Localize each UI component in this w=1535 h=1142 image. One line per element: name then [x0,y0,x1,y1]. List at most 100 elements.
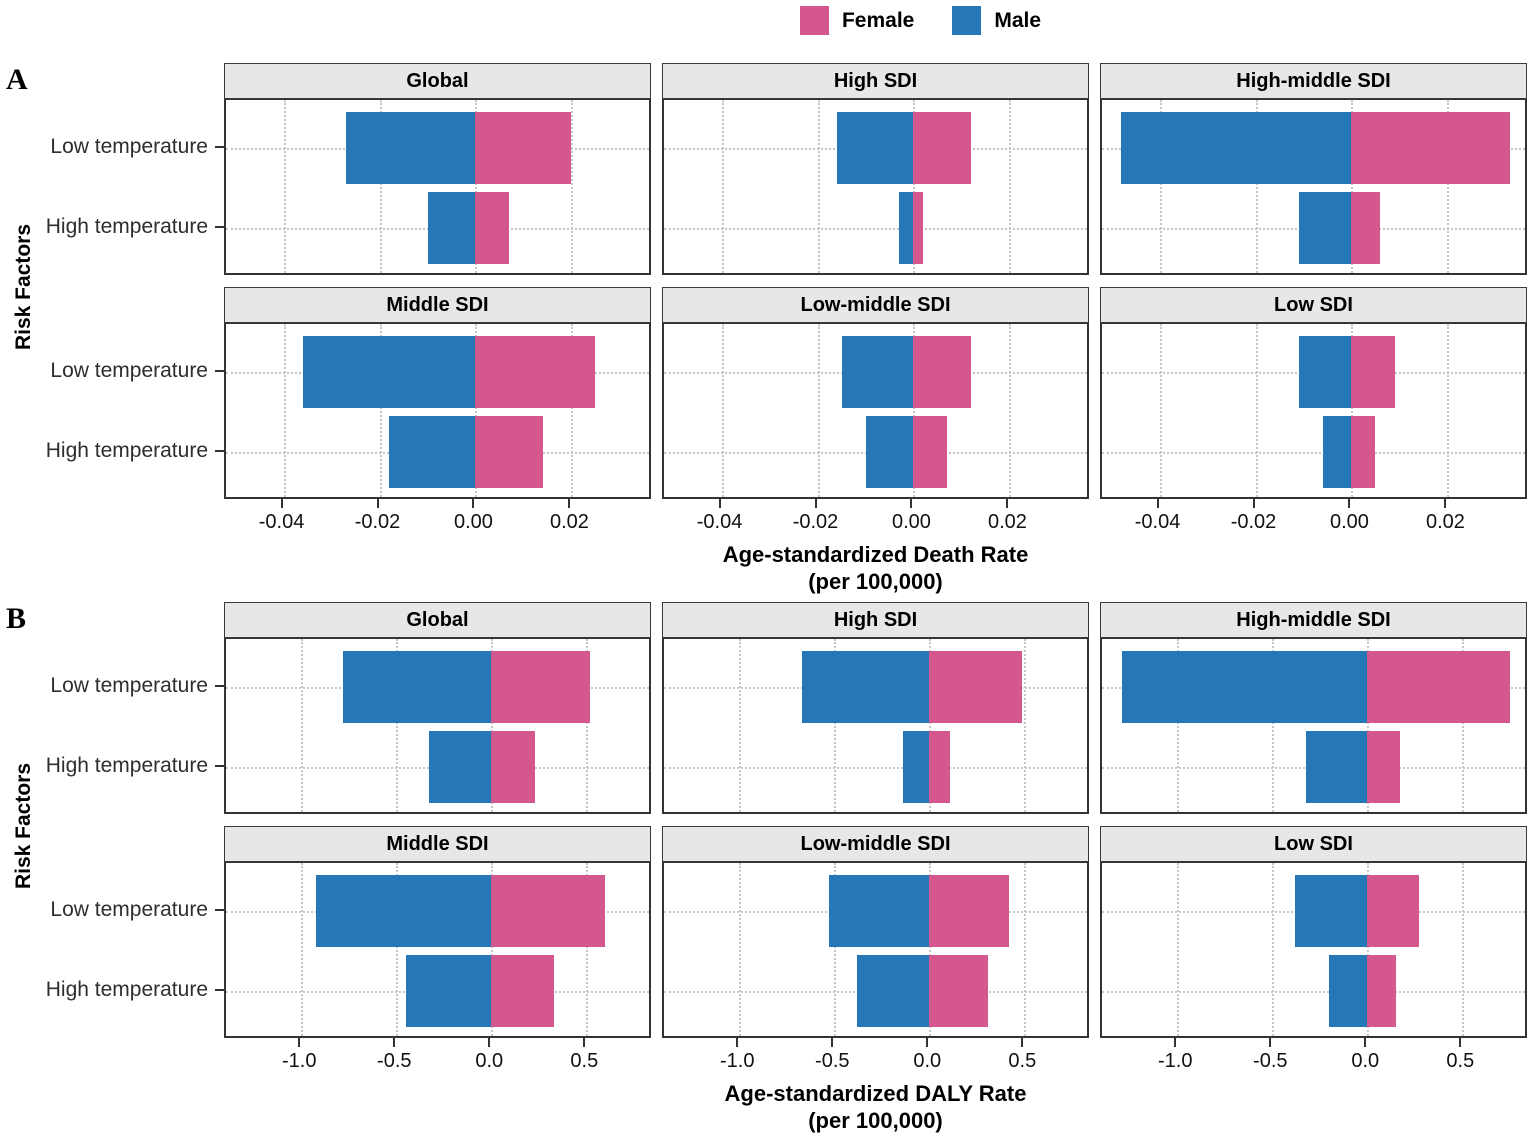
vertical-gridline [491,863,494,1036]
category-label: Low temperature [50,673,208,697]
bar-male-low-temperature [801,650,930,723]
vertical-gridline [929,863,932,1036]
category-tick-mark [215,908,224,911]
x-axis-tick-mark [1156,499,1159,508]
vertical-gridline [283,324,286,497]
facet: High SDI [662,602,1089,814]
bar-female-high-temperature [1367,955,1396,1028]
vertical-gridline [1159,324,1162,497]
x-axis-title: Age-standardized Death Rate (per 100,000) [224,541,1527,595]
category-label: Low temperature [50,897,208,921]
x-axis-tick-label: -1.0 [1158,1050,1193,1072]
vertical-gridline [1009,100,1012,273]
bar-male-low-temperature [1298,335,1352,408]
x-axis-tick-mark [472,499,475,508]
category-tick-mark [215,450,224,453]
horizontal-gridline [664,228,1087,231]
horizontal-gridline [1102,452,1525,455]
bar-male-high-temperature [899,192,914,265]
vertical-gridline [1177,639,1180,812]
bar-female-high-temperature [475,416,543,489]
vertical-gridline [1462,863,1465,1036]
category-tick-mark [215,145,224,148]
x-axis-tick-mark [1006,499,1009,508]
x-axis-ticks: -1.0 -0.5 0.0 0.5 [662,1038,1089,1078]
bar-male-high-temperature [865,416,914,489]
panel-b-content: Low temperature High temperature Global Hig… [0,602,1535,1142]
x-axis-tick-mark [1444,499,1447,508]
facet-title: Low SDI [1274,293,1353,316]
vertical-gridline [586,639,589,812]
x-axis-tick-mark [1459,1038,1462,1047]
panel-b-letter: B [6,602,27,635]
facet-title: High SDI [833,69,918,92]
vertical-gridline [834,863,837,1036]
vertical-gridline [739,639,742,812]
x-axis-tick-mark [280,499,283,508]
bar-male-high-temperature [1329,955,1368,1028]
bar-female-high-temperature [1351,192,1381,265]
vertical-gridline [379,100,382,273]
x-axis-ticks: -1.0 -0.5 0.0 0.5 [224,1038,651,1078]
facet: High SDI [662,63,1089,275]
facet-plot [662,862,1089,1038]
bar-female-low-temperature [475,335,596,408]
vertical-gridline [913,100,916,273]
facet: High-middle SDI [1100,602,1527,814]
facet: Global [224,602,651,814]
bar-female-high-temperature [491,731,535,804]
x-axis-tick-label: -0.04 [258,511,305,533]
vertical-gridline [1177,863,1180,1036]
x-axis-tick-mark [831,1038,834,1047]
x-axis-ticks: -0.04 -0.02 0.00 0.02 [662,499,1089,539]
bar-male-low-temperature [343,650,492,723]
vertical-gridline [1255,100,1258,273]
facet: Middle SDI [224,826,651,1038]
facet-header: Low SDI [1100,287,1527,323]
vertical-gridline [817,324,820,497]
facet-row: Low temperature High temperature Middle SD… [0,287,1527,499]
category-label: High temperature [45,215,208,239]
vertical-gridline [817,100,820,273]
x-axis-tick-label: 0.00 [454,511,493,533]
x-axis-tick-label: 0.5 [1446,1050,1475,1072]
vertical-gridline [586,863,589,1036]
bar-female-low-temperature [1367,874,1419,947]
x-axis-ticks: -1.0 -0.5 0.0 0.5 [1100,1038,1527,1078]
x-axis-tick-mark [393,1038,396,1047]
facet-plot [224,862,651,1038]
facet-title: Global [406,608,469,631]
male-color-swatch [952,6,982,35]
vertical-gridline [721,324,724,497]
x-axis-tick-label: -0.02 [792,511,839,533]
bar-male-high-temperature [389,416,476,489]
vertical-gridline [1159,100,1162,273]
vertical-gridline [1024,639,1027,812]
female-color-swatch [799,6,829,35]
axis-spacer [0,499,224,539]
facet-title: Low SDI [1274,832,1353,855]
x-axis-tick-mark [583,1038,586,1047]
vertical-gridline [571,100,574,273]
x-axis-ticks: -0.04 -0.02 0.00 0.02 [1100,499,1527,539]
facet-plot [224,323,651,499]
bar-male-high-temperature [428,731,492,804]
facet-header: Global [224,602,651,638]
bar-female-high-temperature [913,192,924,265]
bar-female-low-temperature [1351,335,1395,408]
vertical-gridline [379,324,382,497]
x-axis-tick-mark [1252,499,1255,508]
x-axis-tick-label: 0.02 [1425,511,1465,533]
panel-a-letter: A [6,63,28,96]
bar-female-high-temperature [913,416,948,489]
bar-male-low-temperature [1121,111,1352,184]
category-labels: Low temperature High temperature [0,287,224,499]
facet: Middle SDI [224,287,651,499]
panel-a-content: Low temperature High temperature Global Hig… [0,63,1535,603]
bar-male-low-temperature [841,335,914,408]
bar-male-low-temperature [1122,650,1368,723]
x-axis-tick-label: 0.0 [1351,1050,1380,1072]
vertical-gridline [491,639,494,812]
bar-male-low-temperature [836,111,914,184]
